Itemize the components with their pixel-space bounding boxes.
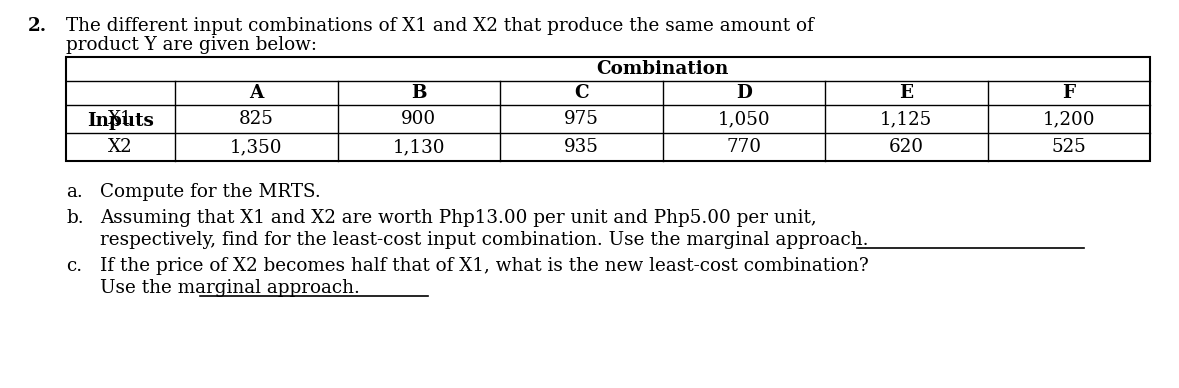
Text: 825: 825 [239, 110, 274, 128]
Text: D: D [736, 84, 752, 102]
Text: respectively, find for the least-cost input combination. Use the marginal approa: respectively, find for the least-cost in… [100, 231, 863, 249]
Text: c.: c. [66, 257, 83, 275]
Text: Use the: Use the [100, 279, 178, 297]
Text: B: B [411, 84, 427, 102]
Text: X1: X1 [108, 110, 133, 128]
Text: F: F [1062, 84, 1075, 102]
Text: Assuming that X1 and X2 are worth Php13.00 per unit and Php5.00 per unit,: Assuming that X1 and X2 are worth Php13.… [100, 209, 817, 227]
Text: product Y are given below:: product Y are given below: [66, 36, 317, 54]
Text: 1,125: 1,125 [881, 110, 933, 128]
Text: C: C [574, 84, 588, 102]
Text: 935: 935 [564, 138, 599, 156]
Text: 1,050: 1,050 [718, 110, 770, 128]
Text: Use the marginal approach.: Use the marginal approach. [100, 279, 360, 297]
Text: Compute for the MRTS.: Compute for the MRTS. [100, 183, 321, 201]
Text: A: A [249, 84, 263, 102]
Text: Use the marginal approach: Use the marginal approach [100, 279, 354, 297]
Text: If the price of X2 becomes half that of X1, what is the new least-cost combinati: If the price of X2 becomes half that of … [100, 257, 869, 275]
Text: X2: X2 [108, 138, 133, 156]
Text: 900: 900 [401, 110, 436, 128]
Text: 2.: 2. [28, 17, 47, 35]
Text: b.: b. [66, 209, 84, 227]
Text: respectively, find for the least-cost input combination. Use the marginal approa: respectively, find for the least-cost in… [100, 231, 869, 249]
Text: 525: 525 [1052, 138, 1086, 156]
Text: 975: 975 [564, 110, 599, 128]
Text: 770: 770 [726, 138, 762, 156]
Text: 1,200: 1,200 [1042, 110, 1095, 128]
Text: The different input combinations of X1 and X2 that produce the same amount of: The different input combinations of X1 a… [66, 17, 814, 35]
Text: a.: a. [66, 183, 83, 201]
Text: 1,350: 1,350 [230, 138, 283, 156]
Text: 1,130: 1,130 [393, 138, 444, 156]
Text: Inputs: Inputs [87, 112, 154, 130]
Text: E: E [900, 84, 914, 102]
Bar [66, 57, 1150, 161]
Text: 620: 620 [889, 138, 924, 156]
Text: Combination: Combination [597, 60, 729, 78]
Text: respectively, find for the least-cost input combination. Use the: respectively, find for the least-cost in… [100, 231, 686, 249]
